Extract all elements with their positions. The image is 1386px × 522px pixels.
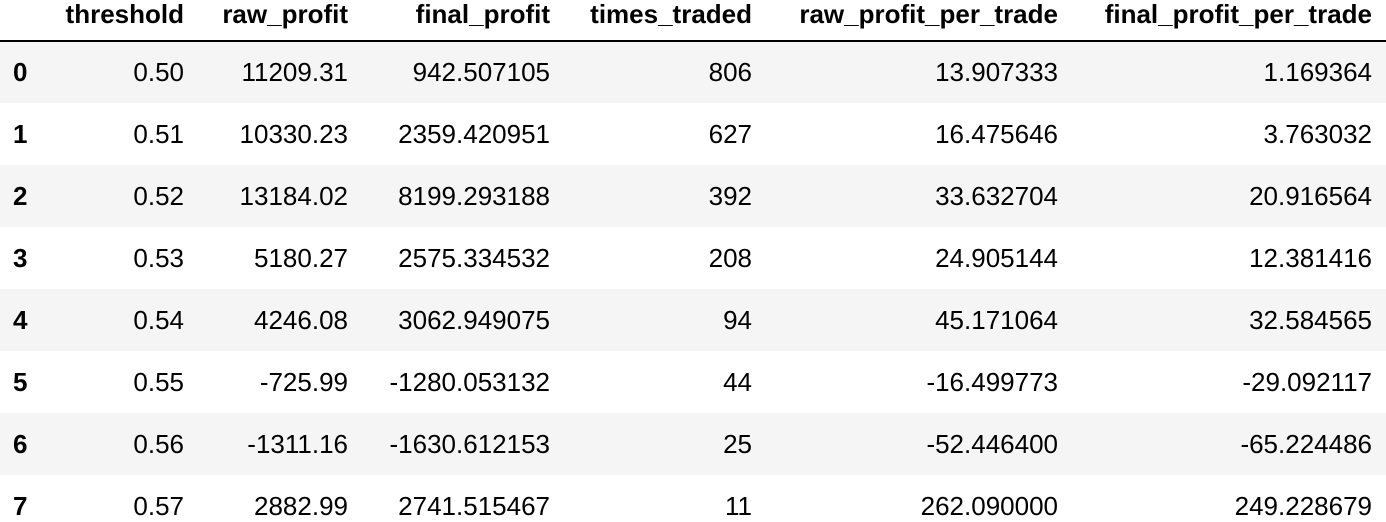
cell-final-profit: 2359.420951 [398,118,550,149]
table-row: 2 0.52 13184.02 8199.293188 392 33.632704 20.9… [0,165,1386,227]
cell-raw-profit-per-trade: -52.446400 [926,428,1058,459]
cell-times-traded: 25 [723,428,752,459]
row-index: 2 [13,180,28,211]
column-header-final-profit: final_profit [362,0,564,42]
cell-raw-profit: 13184.02 [239,180,348,211]
cell-raw-profit-per-trade: 13.907333 [935,57,1058,87]
cell-threshold: 0.54 [133,304,184,335]
table-row: 6 0.56 -1311.16 -1630.612153 25 -52.446400 -65… [0,413,1386,475]
column-header-threshold: threshold [44,0,198,42]
cell-threshold: 0.52 [133,180,184,211]
cell-threshold: 0.51 [133,118,184,149]
table-row: 4 0.54 4246.08 3062.949075 94 45.171064 32.584… [0,289,1386,351]
cell-final-profit: 2575.334532 [398,242,550,273]
cell-final-profit-per-trade: 1.169364 [1263,57,1372,87]
table-row: 0 0.50 11209.31 942.507105 806 13.907333 1.169… [0,41,1386,103]
cell-times-traded: 94 [723,304,752,335]
cell-raw-profit-per-trade: 262.090000 [920,490,1058,521]
cell-raw-profit-per-trade: 45.171064 [935,304,1058,335]
column-header-raw-profit-per-trade: raw_profit_per_trade [766,0,1072,42]
cell-threshold: 0.50 [133,57,184,87]
row-index: 6 [13,428,28,459]
cell-raw-profit: 11209.31 [241,57,348,87]
header-row: threshold raw_profit final_profit times_… [0,0,1386,42]
table-header: threshold raw_profit final_profit times_… [0,0,1386,42]
cell-raw-profit: 5180.27 [254,242,348,273]
cell-threshold: 0.53 [133,242,184,273]
cell-raw-profit-per-trade: 33.632704 [935,180,1058,211]
cell-final-profit-per-trade: 12.381416 [1249,242,1372,273]
cell-final-profit-per-trade: 20.916564 [1249,180,1372,211]
table-row: 3 0.53 5180.27 2575.334532 208 24.905144 12.38… [0,227,1386,289]
row-index: 4 [13,304,28,335]
cell-final-profit-per-trade: 32.584565 [1249,304,1372,335]
row-index: 1 [13,118,28,149]
cell-raw-profit: 10330.23 [239,118,348,149]
index-header [0,0,44,42]
cell-times-traded: 392 [708,180,752,211]
cell-final-profit: 942.507105 [412,57,550,87]
cell-final-profit-per-trade: -29.092117 [1242,366,1372,397]
cell-raw-profit: -1311.16 [247,428,348,459]
cell-final-profit-per-trade: -65.224486 [1240,428,1372,459]
column-header-raw-profit: raw_profit [198,0,362,42]
row-index: 3 [13,242,28,273]
cell-final-profit: 3062.949075 [398,304,550,335]
cell-times-traded: 806 [708,57,752,87]
column-header-times-traded: times_traded [564,0,766,42]
cell-times-traded: 627 [708,118,752,149]
cell-threshold: 0.57 [133,490,184,521]
cell-final-profit: 8199.293188 [398,180,550,211]
cell-final-profit-per-trade: 3.763032 [1263,118,1372,149]
cell-raw-profit: 2882.99 [254,490,348,521]
cell-raw-profit-per-trade: 24.905144 [935,242,1058,273]
row-index: 0 [13,57,28,87]
cell-times-traded: 44 [723,366,752,397]
row-index: 5 [13,366,28,397]
cell-final-profit: -1280.053132 [389,366,550,397]
cell-raw-profit: 4246.08 [254,304,348,335]
cell-threshold: 0.56 [133,428,184,459]
cell-raw-profit-per-trade: 16.475646 [935,118,1058,149]
cell-final-profit-per-trade: 249.228679 [1234,490,1372,521]
column-header-final-profit-per-trade: final_profit_per_trade [1072,0,1386,42]
cell-threshold: 0.55 [133,366,184,397]
row-index: 7 [13,490,28,521]
cell-final-profit: -1630.612153 [389,428,550,459]
table-row: 1 0.51 10330.23 2359.420951 627 16.475646 3.76… [0,103,1386,165]
cell-raw-profit-per-trade: -16.499773 [926,366,1058,397]
cell-times-traded: 208 [708,242,752,273]
table-row: 7 0.57 2882.99 2741.515467 11 262.090000 249.2… [0,475,1386,522]
cell-raw-profit: -725.99 [259,366,348,397]
table-row: 5 0.55 -725.99 -1280.053132 44 -16.499773 -29.… [0,351,1386,413]
table-body: 0 0.50 11209.31 942.507105 806 13.907333 1.169… [0,41,1386,522]
cell-times-traded: 11 [725,490,752,521]
cell-final-profit: 2741.515467 [398,490,550,521]
